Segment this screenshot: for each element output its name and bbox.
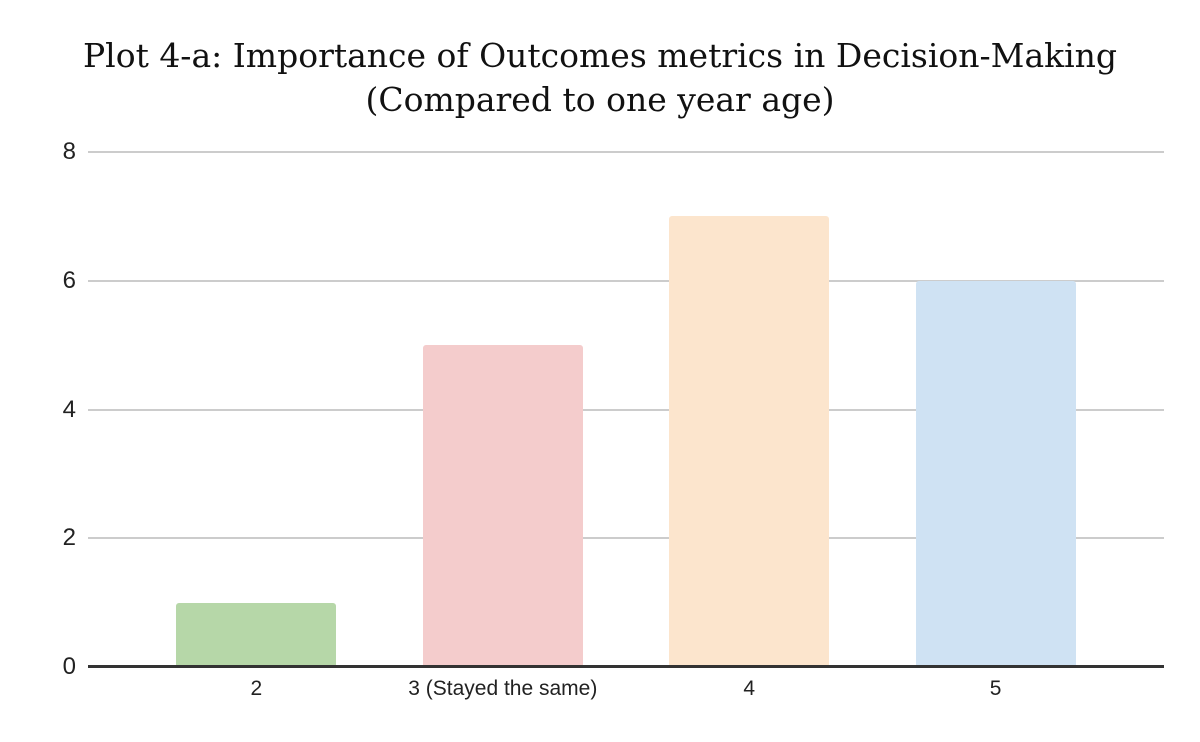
y-axis-tick-label-4: 4 — [62, 395, 76, 423]
x-axis-tick-label-2: 2 — [250, 677, 263, 700]
gridline-8 — [88, 151, 1164, 153]
bar-2 — [176, 602, 337, 667]
chart-title: Plot 4-a: Importance of Outcomes metrics… — [82, 36, 1118, 75]
chart-title-block: Plot 4-a: Importance of Outcomes metrics… — [0, 34, 1200, 122]
bar-4 — [669, 216, 830, 667]
y-axis-tick-label-6: 6 — [62, 266, 76, 294]
gridline-4 — [88, 408, 1164, 411]
x-axis-tick-label-4: 4 — [743, 677, 756, 700]
y-axis-tick-label-0: 0 — [62, 653, 76, 680]
x-axis-tick-label-5: 5 — [989, 677, 1002, 700]
gridline-2 — [88, 537, 1164, 540]
chart-subtitle: (Compared to one year age) — [365, 80, 835, 119]
gridline-6 — [88, 279, 1164, 282]
plot-area — [88, 151, 1164, 668]
bar-3 (Stayed the same) — [422, 345, 583, 667]
bar-5 — [915, 280, 1076, 667]
y-axis-tick-label-2: 2 — [62, 524, 76, 552]
x-axis-tick-label-3 (Stayed the same): 3 (Stayed the same) — [408, 677, 598, 700]
x-axis-line — [88, 665, 1164, 668]
y-axis-tick-label-8: 8 — [62, 138, 76, 165]
